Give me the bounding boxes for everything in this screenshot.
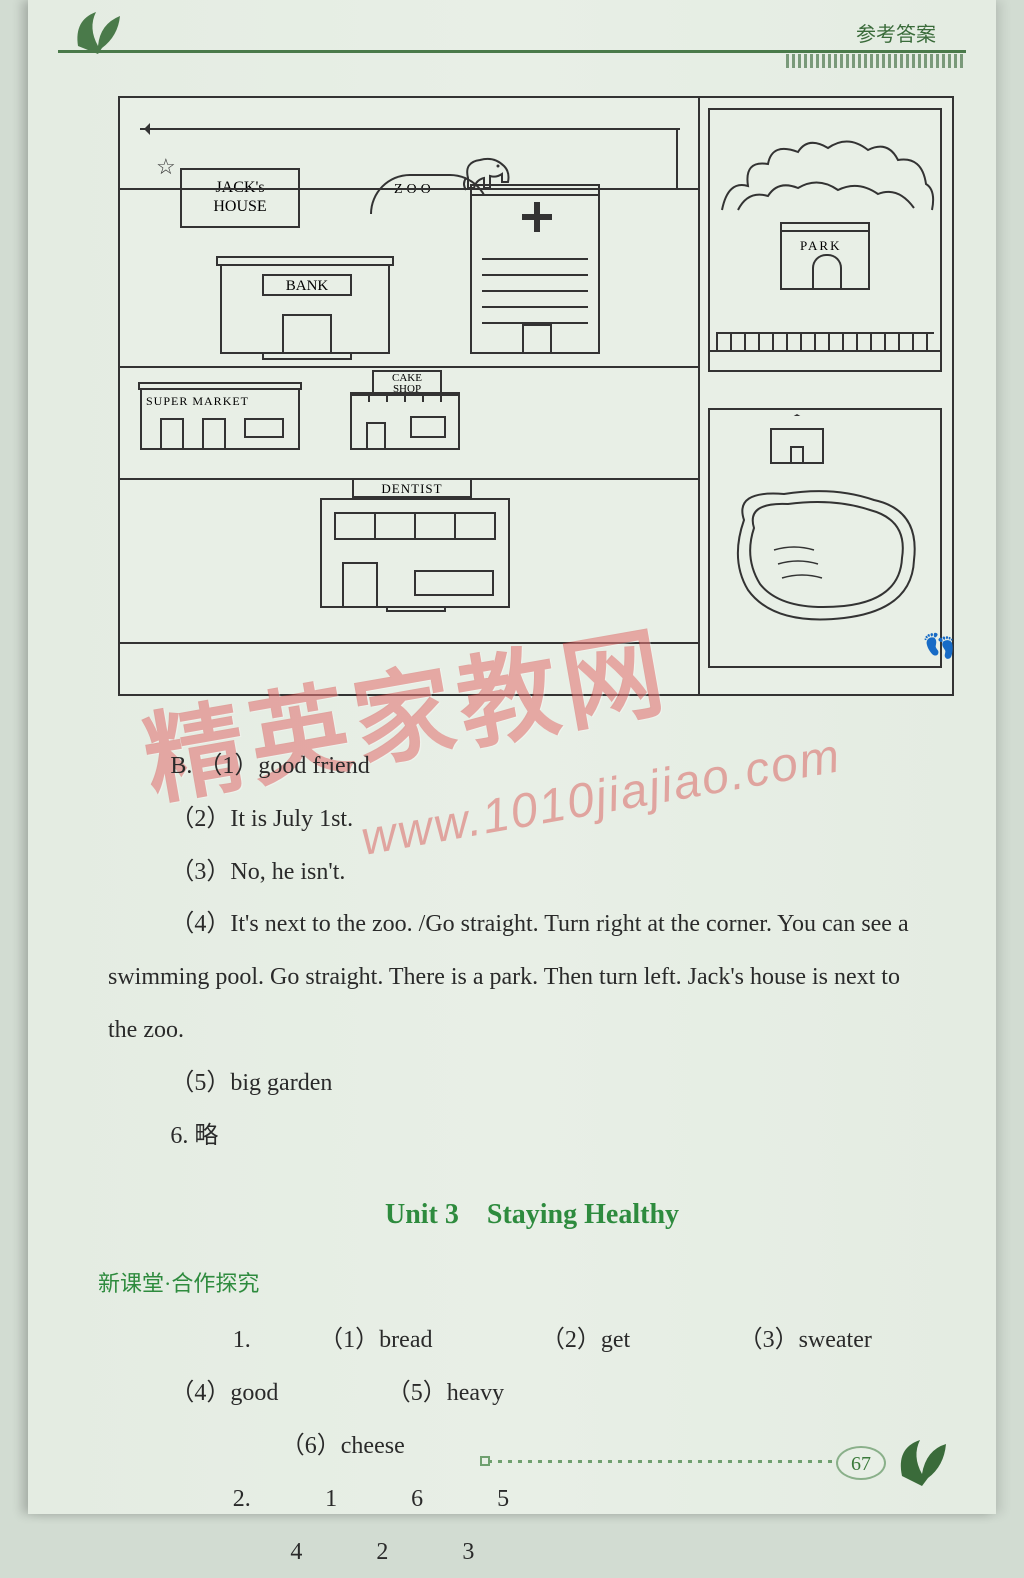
- unit3-title: Unit 3 Staying Healthy: [108, 1184, 956, 1246]
- answer-b3: （3）No, he isn't.: [108, 846, 956, 899]
- ginkgo-leaf-icon: [68, 6, 128, 56]
- q2-r2-2: 3: [371, 1526, 451, 1578]
- answer-b-line: B. （1）good friend: [108, 740, 956, 793]
- q2-row2: 4 2 3: [108, 1526, 956, 1578]
- header-barcode-icon: [786, 54, 966, 68]
- footer-leaf-icon: [890, 1432, 952, 1488]
- page-header: 参考答案: [28, 0, 996, 70]
- jacks-house-label: JACK's HOUSE: [180, 168, 300, 228]
- q1-a5: （5）heavy: [324, 1367, 504, 1420]
- bank-label: BANK: [262, 274, 352, 296]
- fence-icon: [716, 332, 934, 350]
- park-gate: PARK: [780, 230, 870, 290]
- q1-a1: （1）bread: [257, 1314, 433, 1367]
- supermarket-label: SUPER MARKET: [146, 394, 249, 409]
- q1-label: 1.: [170, 1314, 250, 1367]
- page-footer: 67: [108, 1432, 956, 1492]
- road-line: [120, 188, 698, 190]
- cakeshop-label: CAKE SHOP: [372, 370, 442, 394]
- dentist-label: DENTIST: [352, 478, 472, 498]
- route-arrow: [140, 128, 680, 130]
- bushes-icon: [718, 130, 938, 230]
- q1-row1: 1. （1）bread （2）get （3）sweater （4）good （5…: [108, 1314, 956, 1420]
- supermarket-building: SUPER MARKET: [140, 388, 300, 450]
- hospital-cross-icon: [522, 202, 552, 232]
- footer-dots: [488, 1460, 836, 1463]
- bank-building: BANK: [220, 264, 390, 354]
- park-label: PARK: [800, 238, 841, 254]
- zoo-label: ZOO: [394, 182, 435, 198]
- q1-a3: （3）sweater: [676, 1314, 872, 1367]
- section-label: 新课堂·合作探究: [98, 1260, 956, 1308]
- route-arrow-down: [676, 128, 678, 188]
- header-label: 参考答案: [856, 18, 936, 47]
- dentist-building: DENTIST: [320, 498, 510, 608]
- map-illustration: ☆ JACK's HOUSE ZOO BANK: [118, 96, 954, 696]
- answer-b6: 6. 略: [108, 1110, 956, 1163]
- footprints-icon: 👣: [921, 629, 959, 665]
- q2-r2-0: 4: [199, 1526, 279, 1578]
- q2-r2-1: 2: [285, 1526, 365, 1578]
- pool-icon: [724, 480, 924, 630]
- answer-b-label: B.: [170, 753, 192, 779]
- hospital-building: [470, 194, 600, 354]
- star-icon: ☆: [156, 154, 176, 180]
- page: 参考答案 ☆ JACK's HOUSE ZOO: [28, 0, 996, 1514]
- road-line: [120, 642, 698, 644]
- header-rule: [58, 50, 966, 53]
- pool-panel: [708, 408, 942, 668]
- cakeshop-building: CAKE SHOP: [350, 394, 460, 450]
- road-line: [120, 366, 698, 368]
- q1-a4: （4）good: [108, 1367, 278, 1420]
- page-number: 67: [836, 1446, 886, 1480]
- q1-a2: （2）get: [478, 1314, 630, 1367]
- answer-b5: （5）big garden: [108, 1057, 956, 1110]
- street-map-panel: ☆ JACK's HOUSE ZOO BANK: [120, 98, 700, 694]
- park-panel: PARK: [708, 108, 942, 372]
- answer-b4c: the zoo.: [108, 1004, 956, 1057]
- answer-b4b: swimming pool. Go straight. There is a p…: [108, 951, 956, 1004]
- answer-b4a: （4）It's next to the zoo. /Go straight. T…: [108, 898, 956, 951]
- answer-b2: （2）It is July 1st.: [108, 793, 956, 846]
- answer-b1: （1）good friend: [198, 753, 369, 779]
